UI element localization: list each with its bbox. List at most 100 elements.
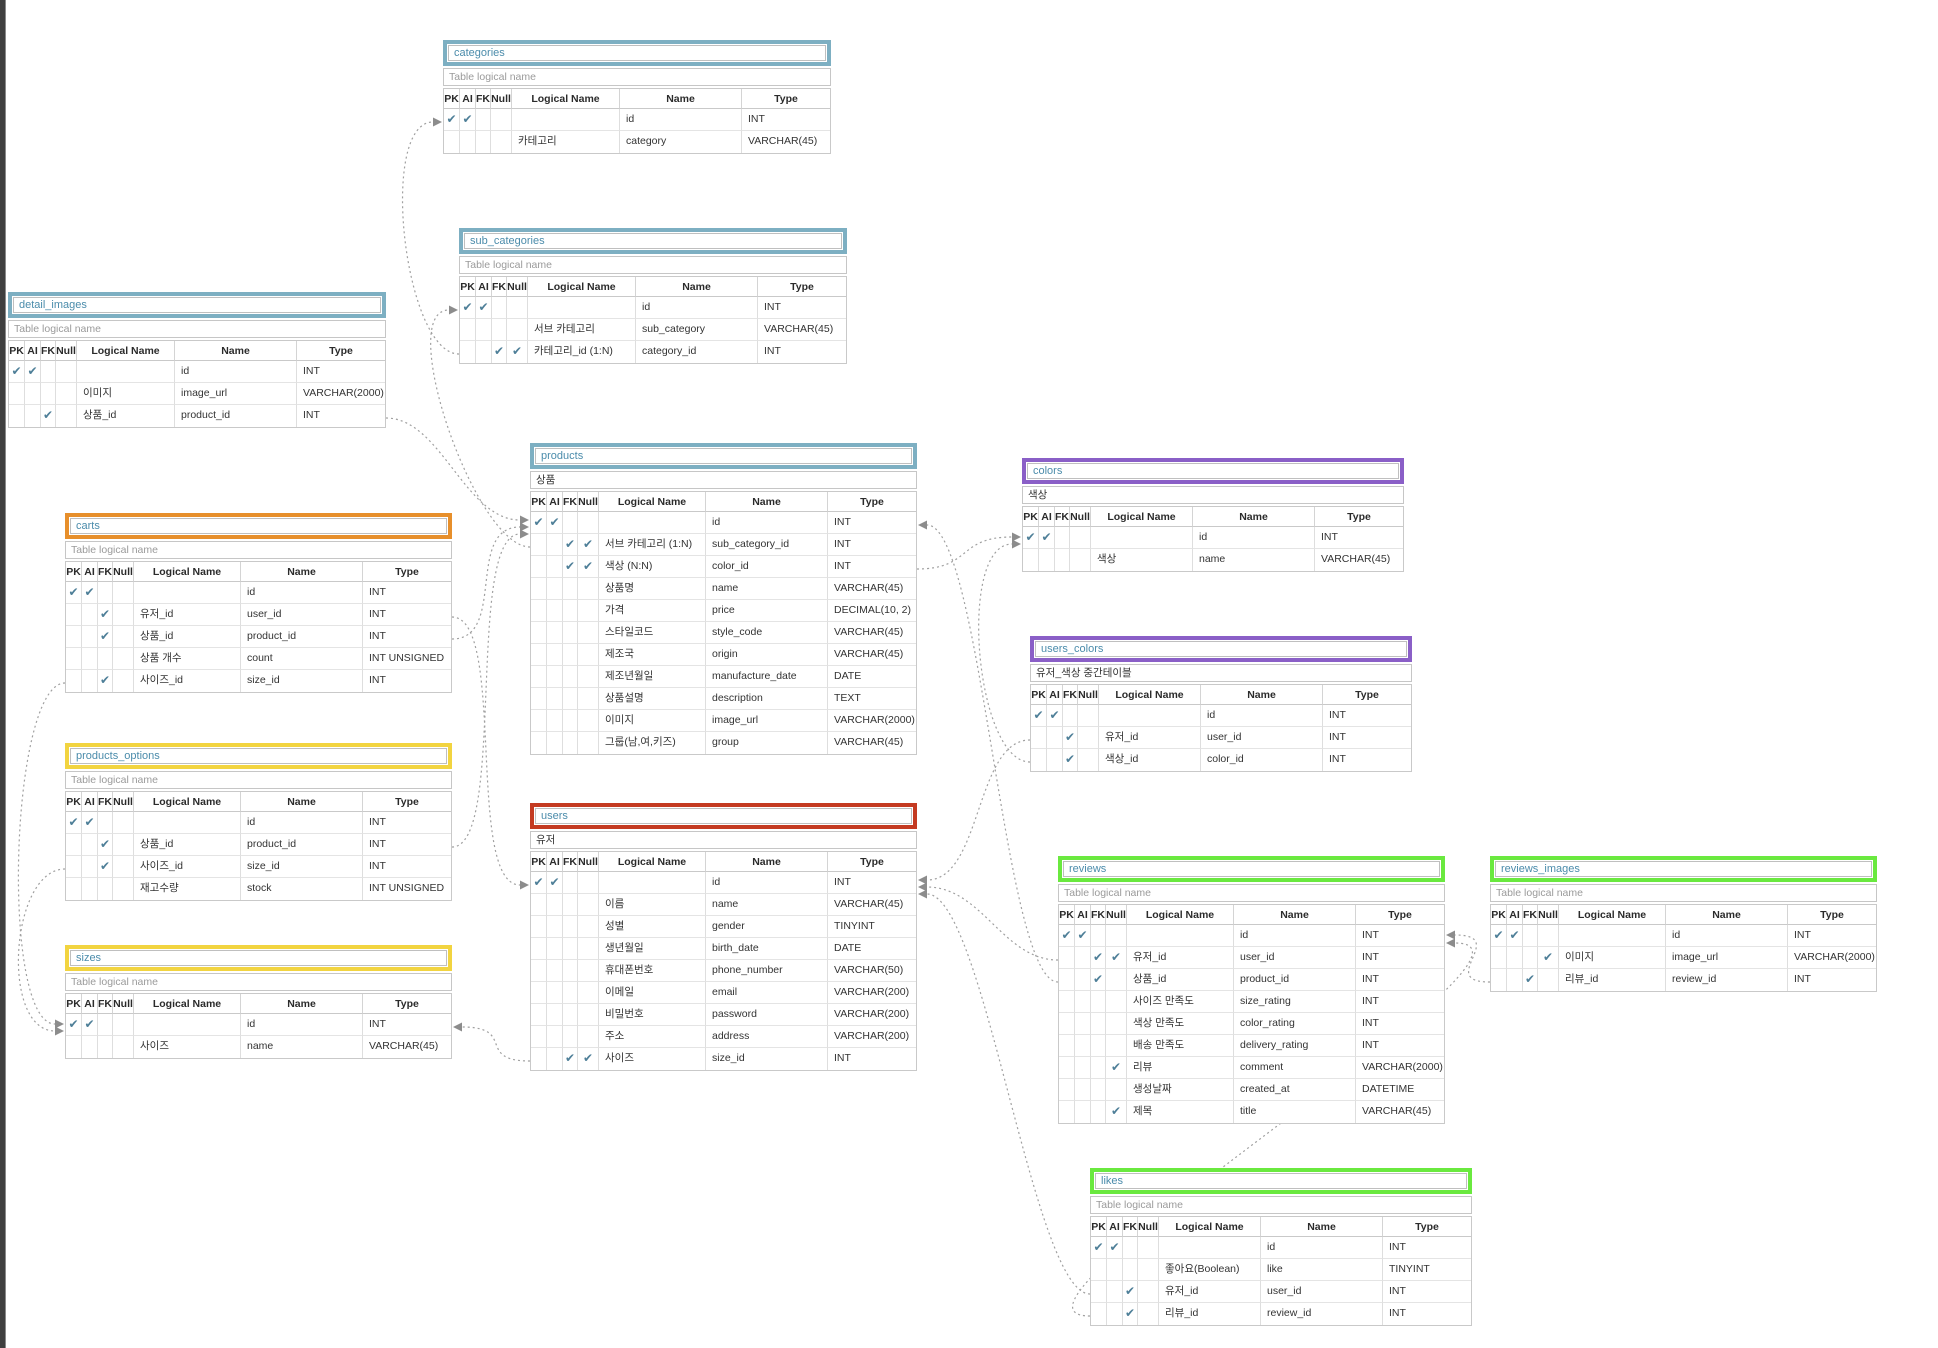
cell-null-stock[interactable]	[113, 878, 134, 900]
cell-type-phone_number[interactable]: VARCHAR(50)	[828, 960, 916, 982]
cell-ai-id[interactable]: ✔	[82, 1014, 98, 1036]
cell-name-id[interactable]: id	[1234, 925, 1356, 947]
cell-name-email[interactable]: email	[706, 982, 828, 1004]
cell-null-sub_category[interactable]	[507, 319, 528, 341]
cell-fk-review_id[interactable]: ✔	[1123, 1303, 1138, 1325]
cell-fk-image_url[interactable]	[41, 383, 56, 405]
cell-pk-id[interactable]: ✔	[1091, 1237, 1107, 1259]
table-logical-name-input[interactable]: Table logical name	[1058, 884, 1445, 902]
table-name-input[interactable]: carts	[70, 518, 447, 534]
cell-logical_name-group[interactable]: 그룹(남,여,키즈)	[599, 732, 706, 754]
cell-ai-id[interactable]: ✔	[460, 109, 476, 131]
cell-ai-id[interactable]: ✔	[547, 512, 563, 534]
cell-fk-description[interactable]	[563, 688, 578, 710]
cell-null-group[interactable]	[578, 732, 599, 754]
cell-name-name[interactable]: name	[706, 578, 828, 600]
cell-pk-size_id[interactable]	[66, 856, 82, 878]
cell-type-user_id[interactable]: INT	[363, 604, 451, 626]
cell-null-product_id[interactable]	[56, 405, 77, 427]
cell-ai-gender[interactable]	[547, 916, 563, 938]
cell-type-id[interactable]: INT	[828, 872, 916, 894]
cell-null-style_code[interactable]	[578, 622, 599, 644]
cell-ai-image_url[interactable]	[25, 383, 41, 405]
table-name-input[interactable]: users_colors	[1035, 641, 1407, 657]
cell-fk-password[interactable]	[563, 1004, 578, 1026]
cell-name-description[interactable]: description	[706, 688, 828, 710]
cell-null-category_id[interactable]: ✔	[507, 341, 528, 363]
cell-name-id[interactable]: id	[241, 1014, 363, 1036]
cell-type-password[interactable]: VARCHAR(200)	[828, 1004, 916, 1026]
cell-name-birth_date[interactable]: birth_date	[706, 938, 828, 960]
cell-null-delivery_rating[interactable]	[1106, 1035, 1127, 1057]
cell-null-color_rating[interactable]	[1106, 1013, 1127, 1035]
cell-ai-price[interactable]	[547, 600, 563, 622]
cell-name-user_id[interactable]: user_id	[1261, 1281, 1383, 1303]
cell-logical_name-id[interactable]	[1099, 705, 1201, 727]
cell-pk-size_id[interactable]	[531, 1048, 547, 1070]
cell-ai-user_id[interactable]	[82, 604, 98, 626]
cell-name-user_id[interactable]: user_id	[1201, 727, 1323, 749]
cell-logical_name-id[interactable]	[77, 361, 175, 383]
cell-type-id[interactable]: INT	[297, 361, 385, 383]
table-name-input[interactable]: products	[535, 448, 912, 464]
cell-fk-price[interactable]	[563, 600, 578, 622]
cell-type-image_url[interactable]: VARCHAR(2000)	[828, 710, 916, 732]
cell-logical_name-email[interactable]: 이메일	[599, 982, 706, 1004]
cell-name-comment[interactable]: comment	[1234, 1057, 1356, 1079]
cell-fk-size_id[interactable]: ✔	[563, 1048, 578, 1070]
cell-fk-group[interactable]	[563, 732, 578, 754]
cell-ai-category[interactable]	[460, 131, 476, 153]
cell-name-product_id[interactable]: product_id	[1234, 969, 1356, 991]
cell-ai-created_at[interactable]	[1075, 1079, 1091, 1101]
cell-fk-delivery_rating[interactable]	[1091, 1035, 1106, 1057]
cell-fk-sub_category[interactable]	[492, 319, 507, 341]
cell-pk-id[interactable]: ✔	[444, 109, 460, 131]
cell-name-group[interactable]: group	[706, 732, 828, 754]
cell-logical_name-category[interactable]: 카테고리	[512, 131, 620, 153]
cell-type-sub_category_id[interactable]: INT	[828, 534, 916, 556]
cell-null-title[interactable]: ✔	[1106, 1101, 1127, 1123]
table-likes[interactable]: likes Table logical name PK AI FK Null Logical…	[1090, 1168, 1472, 1326]
cell-type-created_at[interactable]: DATETIME	[1356, 1079, 1444, 1101]
cell-fk-user_id[interactable]: ✔	[1063, 727, 1078, 749]
cell-logical_name-name[interactable]: 사이즈	[134, 1036, 241, 1058]
cell-logical_name-product_id[interactable]: 상품_id	[134, 834, 241, 856]
cell-name-product_id[interactable]: product_id	[241, 834, 363, 856]
cell-null-image_url[interactable]	[578, 710, 599, 732]
cell-type-email[interactable]: VARCHAR(200)	[828, 982, 916, 1004]
cell-name-id[interactable]: id	[241, 812, 363, 834]
cell-null-created_at[interactable]	[1106, 1079, 1127, 1101]
cell-type-price[interactable]: DECIMAL(10, 2)	[828, 600, 916, 622]
cell-pk-comment[interactable]	[1059, 1057, 1075, 1079]
cell-name-image_url[interactable]: image_url	[1666, 947, 1788, 969]
cell-type-product_id[interactable]: INT	[363, 626, 451, 648]
cell-null-size_id[interactable]	[113, 670, 134, 692]
cell-type-id[interactable]: INT	[1315, 527, 1403, 549]
cell-ai-password[interactable]	[547, 1004, 563, 1026]
cell-type-user_id[interactable]: INT	[1383, 1281, 1471, 1303]
cell-name-size_id[interactable]: size_id	[241, 670, 363, 692]
cell-logical_name-origin[interactable]: 제조국	[599, 644, 706, 666]
cell-pk-user_id[interactable]	[1091, 1281, 1107, 1303]
cell-null-size_id[interactable]: ✔	[578, 1048, 599, 1070]
cell-ai-image_url[interactable]	[1507, 947, 1523, 969]
cell-null-sub_category_id[interactable]: ✔	[578, 534, 599, 556]
cell-logical_name-product_id[interactable]: 상품_id	[1127, 969, 1234, 991]
cell-name-user_id[interactable]: user_id	[1234, 947, 1356, 969]
cell-logical_name-color_rating[interactable]: 색상 만족도	[1127, 1013, 1234, 1035]
cell-fk-user_id[interactable]: ✔	[98, 604, 113, 626]
table-sub_categories[interactable]: sub_categories Table logical name PK AI FK Nu…	[459, 228, 847, 364]
cell-logical_name-category_id[interactable]: 카테고리_id (1:N)	[528, 341, 636, 363]
cell-name-color_id[interactable]: color_id	[706, 556, 828, 578]
cell-logical_name-id[interactable]	[1091, 527, 1193, 549]
cell-null-product_id[interactable]	[113, 834, 134, 856]
cell-ai-birth_date[interactable]	[547, 938, 563, 960]
cell-type-size_id[interactable]: INT	[369, 674, 386, 686]
cell-fk-id[interactable]	[41, 361, 56, 383]
cell-ai-category_id[interactable]	[476, 341, 492, 363]
cell-null-id[interactable]	[578, 872, 599, 894]
cell-ai-title[interactable]	[1075, 1101, 1091, 1123]
cell-name-title[interactable]: title	[1234, 1101, 1356, 1123]
cell-logical_name-name[interactable]: 상품명	[599, 578, 706, 600]
cell-type-size_rating[interactable]: INT	[1356, 991, 1444, 1013]
